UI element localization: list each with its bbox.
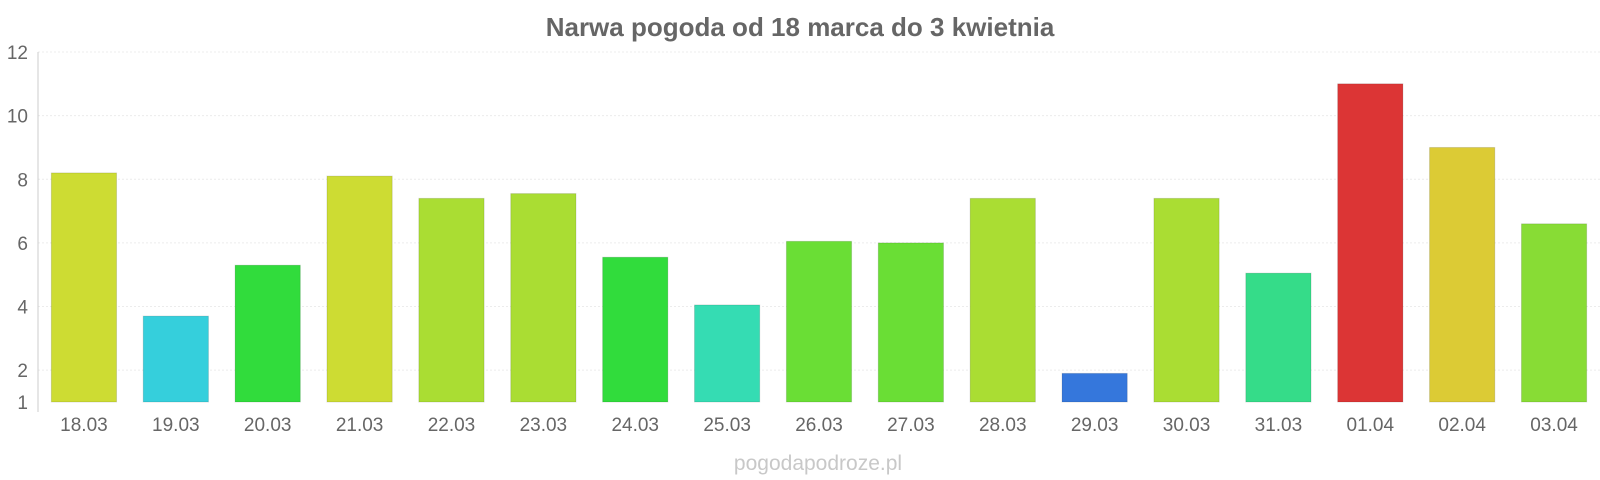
x-tick-label: 28.03 [979,415,1027,436]
x-tick-label: 31.03 [1255,415,1303,436]
y-tick-label: 8 [17,170,28,191]
y-tick-label: 2 [17,361,28,382]
x-tick-label: 18.03 [60,415,108,436]
x-tick-label: 19.03 [152,415,200,436]
bar-30.03 [1153,197,1220,403]
chart-title: Narwa pogoda od 18 marca do 3 kwietnia [546,12,1055,42]
x-tick-label: 21.03 [336,415,384,436]
bars [50,83,1588,403]
bar-03.04 [1520,223,1588,403]
bar-28.03 [969,197,1036,403]
bar-25.03 [693,304,761,403]
bar-20.03 [234,264,301,403]
y-tick-label: 1 [17,393,28,414]
bar-02.04 [1429,146,1496,403]
x-tick-label: 22.03 [428,415,476,436]
bar-31.03 [1245,272,1312,403]
x-tick-label: 30.03 [1163,415,1211,436]
bar-18.03 [50,172,118,403]
bar-27.03 [877,242,945,403]
x-tick-label: 23.03 [520,415,568,436]
y-tick-label: 10 [7,107,28,128]
bar-01.04 [1337,83,1404,403]
x-tick-label: 03.04 [1530,415,1578,436]
bar-21.03 [326,175,393,403]
x-axis-ticks: 18.03 19.03 20.03 21.03 22.03 23.03 24.03 25.03… [60,415,1578,436]
x-tick-label: 27.03 [887,415,935,436]
x-tick-label: 25.03 [703,415,751,436]
x-tick-label: 01.04 [1347,415,1395,436]
x-tick-label: 24.03 [611,415,659,436]
x-tick-label: 02.04 [1438,415,1486,436]
x-tick-label: 20.03 [244,415,292,436]
x-tick-label: 29.03 [1071,415,1119,436]
bar-24.03 [602,256,669,403]
y-tick-label: 12 [7,43,28,64]
bar-22.03 [418,197,485,403]
bar-29.03 [1061,372,1128,403]
watermark: pogodapodroze.pl [734,452,902,475]
bar-26.03 [785,240,853,403]
bar-19.03 [142,315,209,403]
bar-23.03 [510,193,577,403]
y-tick-label: 4 [17,298,28,319]
y-tick-label: 6 [17,234,28,255]
x-tick-label: 26.03 [795,415,843,436]
